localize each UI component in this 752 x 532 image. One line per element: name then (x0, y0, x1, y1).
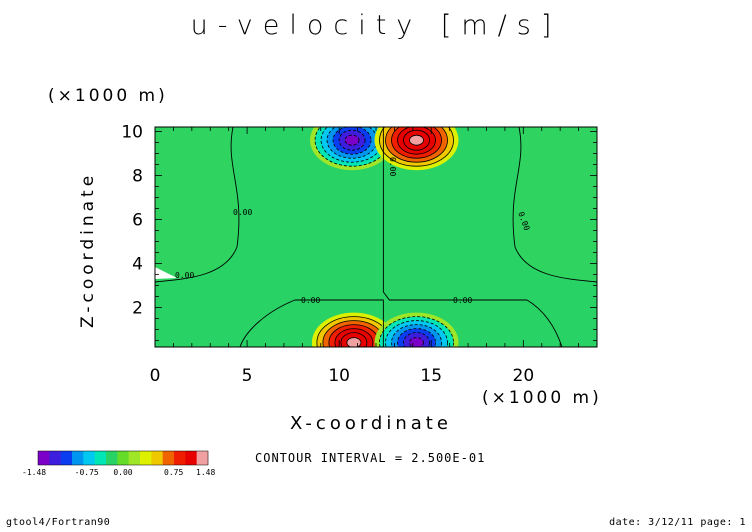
footer-right: date: 3/12/11 page: 1 (609, 517, 746, 528)
colorbar-swatch (162, 451, 175, 465)
contour-label: 0.00 (453, 296, 472, 305)
x-tick-label: 10 (328, 366, 350, 386)
colorbar-swatch (117, 451, 129, 465)
x-tick-label: 20 (513, 366, 535, 386)
colorbar-swatch (38, 451, 50, 465)
colorbar-swatch (60, 451, 73, 465)
colorbar-swatch (185, 451, 197, 465)
contour-band (409, 134, 424, 146)
colorbar-swatch (196, 451, 209, 465)
y-axis-unit: (×1000 m) (48, 86, 168, 106)
y-tick-label: 6 (132, 210, 143, 230)
contour-label: 0.00 (175, 271, 194, 280)
colorbar-swatch (174, 451, 186, 465)
colorbar-tick-label: -0.75 (75, 468, 99, 477)
colorbar-swatch (151, 451, 163, 465)
colorbar-frame (37, 450, 209, 466)
y-tick-label: 10 (121, 122, 143, 142)
contour-zone (513, 127, 597, 282)
colorbar-swatch (72, 451, 84, 465)
colorbar-tick-label: 0.75 (164, 468, 183, 477)
zero-contour-line (382, 127, 563, 347)
x-tick-label: 5 (242, 366, 253, 386)
y-tick-label: 2 (132, 298, 143, 318)
zero-contour-line (512, 127, 597, 283)
colorbar-tick-label: 1.48 (196, 468, 215, 477)
contour-band (344, 134, 360, 146)
y-tick-label: 4 (132, 254, 143, 274)
colorbar-tick-label: 0.00 (113, 468, 132, 477)
colorbar-swatch (49, 451, 61, 465)
contour-zone (155, 127, 239, 282)
x-axis-label: X-coordinate (290, 413, 452, 434)
chart-title: u-velocity [m/s] (190, 10, 562, 41)
contour-band (346, 337, 362, 347)
colorbar-swatch (106, 451, 118, 465)
zero-contour-line (239, 299, 384, 347)
contour-label: 0.00 (233, 208, 252, 217)
y-tick-label: 8 (132, 166, 143, 186)
contour-interval-text: CONTOUR INTERVAL = 2.500E-01 (255, 451, 486, 465)
colorbar-swatch (94, 451, 107, 465)
x-tick-label: 0 (150, 366, 161, 386)
blank-region (155, 267, 177, 279)
colorbar-swatch (140, 451, 152, 465)
x-tick-label: 15 (420, 366, 442, 386)
contour-label: 0.00 (388, 157, 397, 176)
colorbar-swatch (83, 451, 95, 465)
contour-band (409, 337, 424, 347)
colorbar-swatch (128, 451, 141, 465)
footer-left: gtool4/Fortran90 (6, 517, 111, 528)
x-axis-unit: (×1000 m) (482, 388, 602, 408)
zero-contour-line (155, 127, 240, 283)
colorbar-tick-label: -1.48 (22, 468, 46, 477)
contour-label: 0.00 (301, 296, 320, 305)
